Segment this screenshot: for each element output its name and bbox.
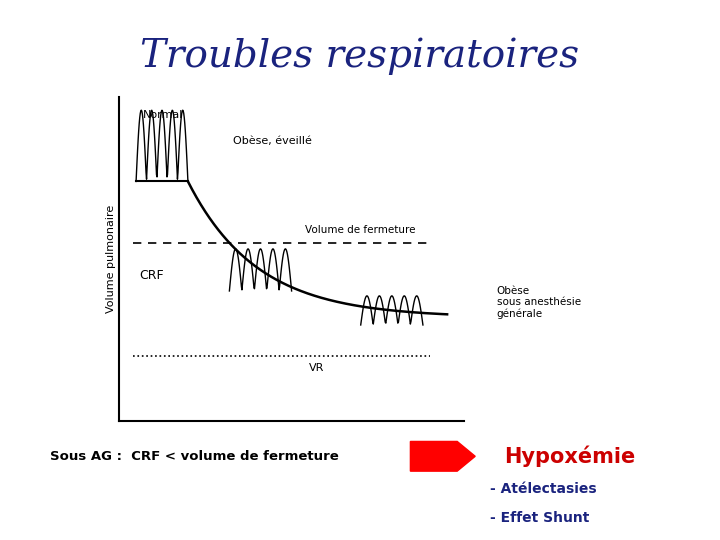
Text: - Effet Shunt: - Effet Shunt <box>490 511 589 525</box>
Text: Obèse
sous anesthésie
générale: Obèse sous anesthésie générale <box>497 286 581 319</box>
Text: Normal: Normal <box>143 110 184 120</box>
Text: CRF: CRF <box>140 269 164 282</box>
Text: Sous AG :  CRF < volume de fermeture: Sous AG : CRF < volume de fermeture <box>50 450 339 463</box>
Text: Obèse, éveillé: Obèse, éveillé <box>233 136 312 146</box>
Text: - Atélectasies: - Atélectasies <box>490 482 596 496</box>
Text: VR: VR <box>309 363 324 373</box>
FancyArrow shape <box>410 442 475 471</box>
Text: Volume de fermeture: Volume de fermeture <box>305 225 416 235</box>
Text: Hypoxémie: Hypoxémie <box>504 446 635 467</box>
Y-axis label: Volume pulmonaire: Volume pulmonaire <box>106 205 116 313</box>
Text: Troubles respiratoires: Troubles respiratoires <box>140 38 580 75</box>
